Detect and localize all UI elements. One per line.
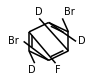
Text: Br: Br xyxy=(8,36,19,46)
Text: D: D xyxy=(78,36,86,46)
Text: Br: Br xyxy=(64,7,75,17)
Text: D: D xyxy=(35,7,43,17)
Text: D: D xyxy=(28,65,36,75)
Text: F: F xyxy=(55,65,61,75)
